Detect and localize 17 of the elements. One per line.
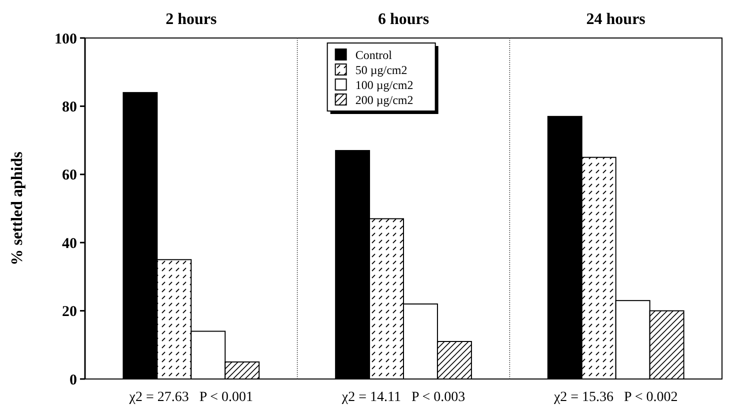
x-tick-label: 6 hours [378, 11, 430, 28]
text: χ2 = 15.36 P < 0.002 [552, 390, 678, 405]
legend-label: 50 µg/cm2 [355, 63, 408, 78]
y-tick-label: 40 [62, 236, 77, 252]
text: χ2 = 14.11 P < 0.003 [340, 390, 466, 405]
legend-label: 200 µg/cm2 [355, 93, 414, 108]
y-tick-label: 0 [70, 372, 77, 388]
y-tick-label: 80 [62, 99, 77, 116]
text: χ2 = 27.63 P < 0.001 [128, 390, 254, 405]
x-tick-label: 2 hours [166, 11, 217, 28]
y-tick-label: 20 [62, 304, 77, 320]
legend-label: Control [355, 48, 393, 62]
y-tick-label: 100 [54, 31, 77, 48]
x-tick-label: 24 hours [586, 11, 646, 28]
legend-label: 100 µg/cm2 [355, 78, 414, 92]
y-tick-label: 60 [62, 168, 77, 184]
y-axis-title: % settled aphids [9, 152, 26, 266]
